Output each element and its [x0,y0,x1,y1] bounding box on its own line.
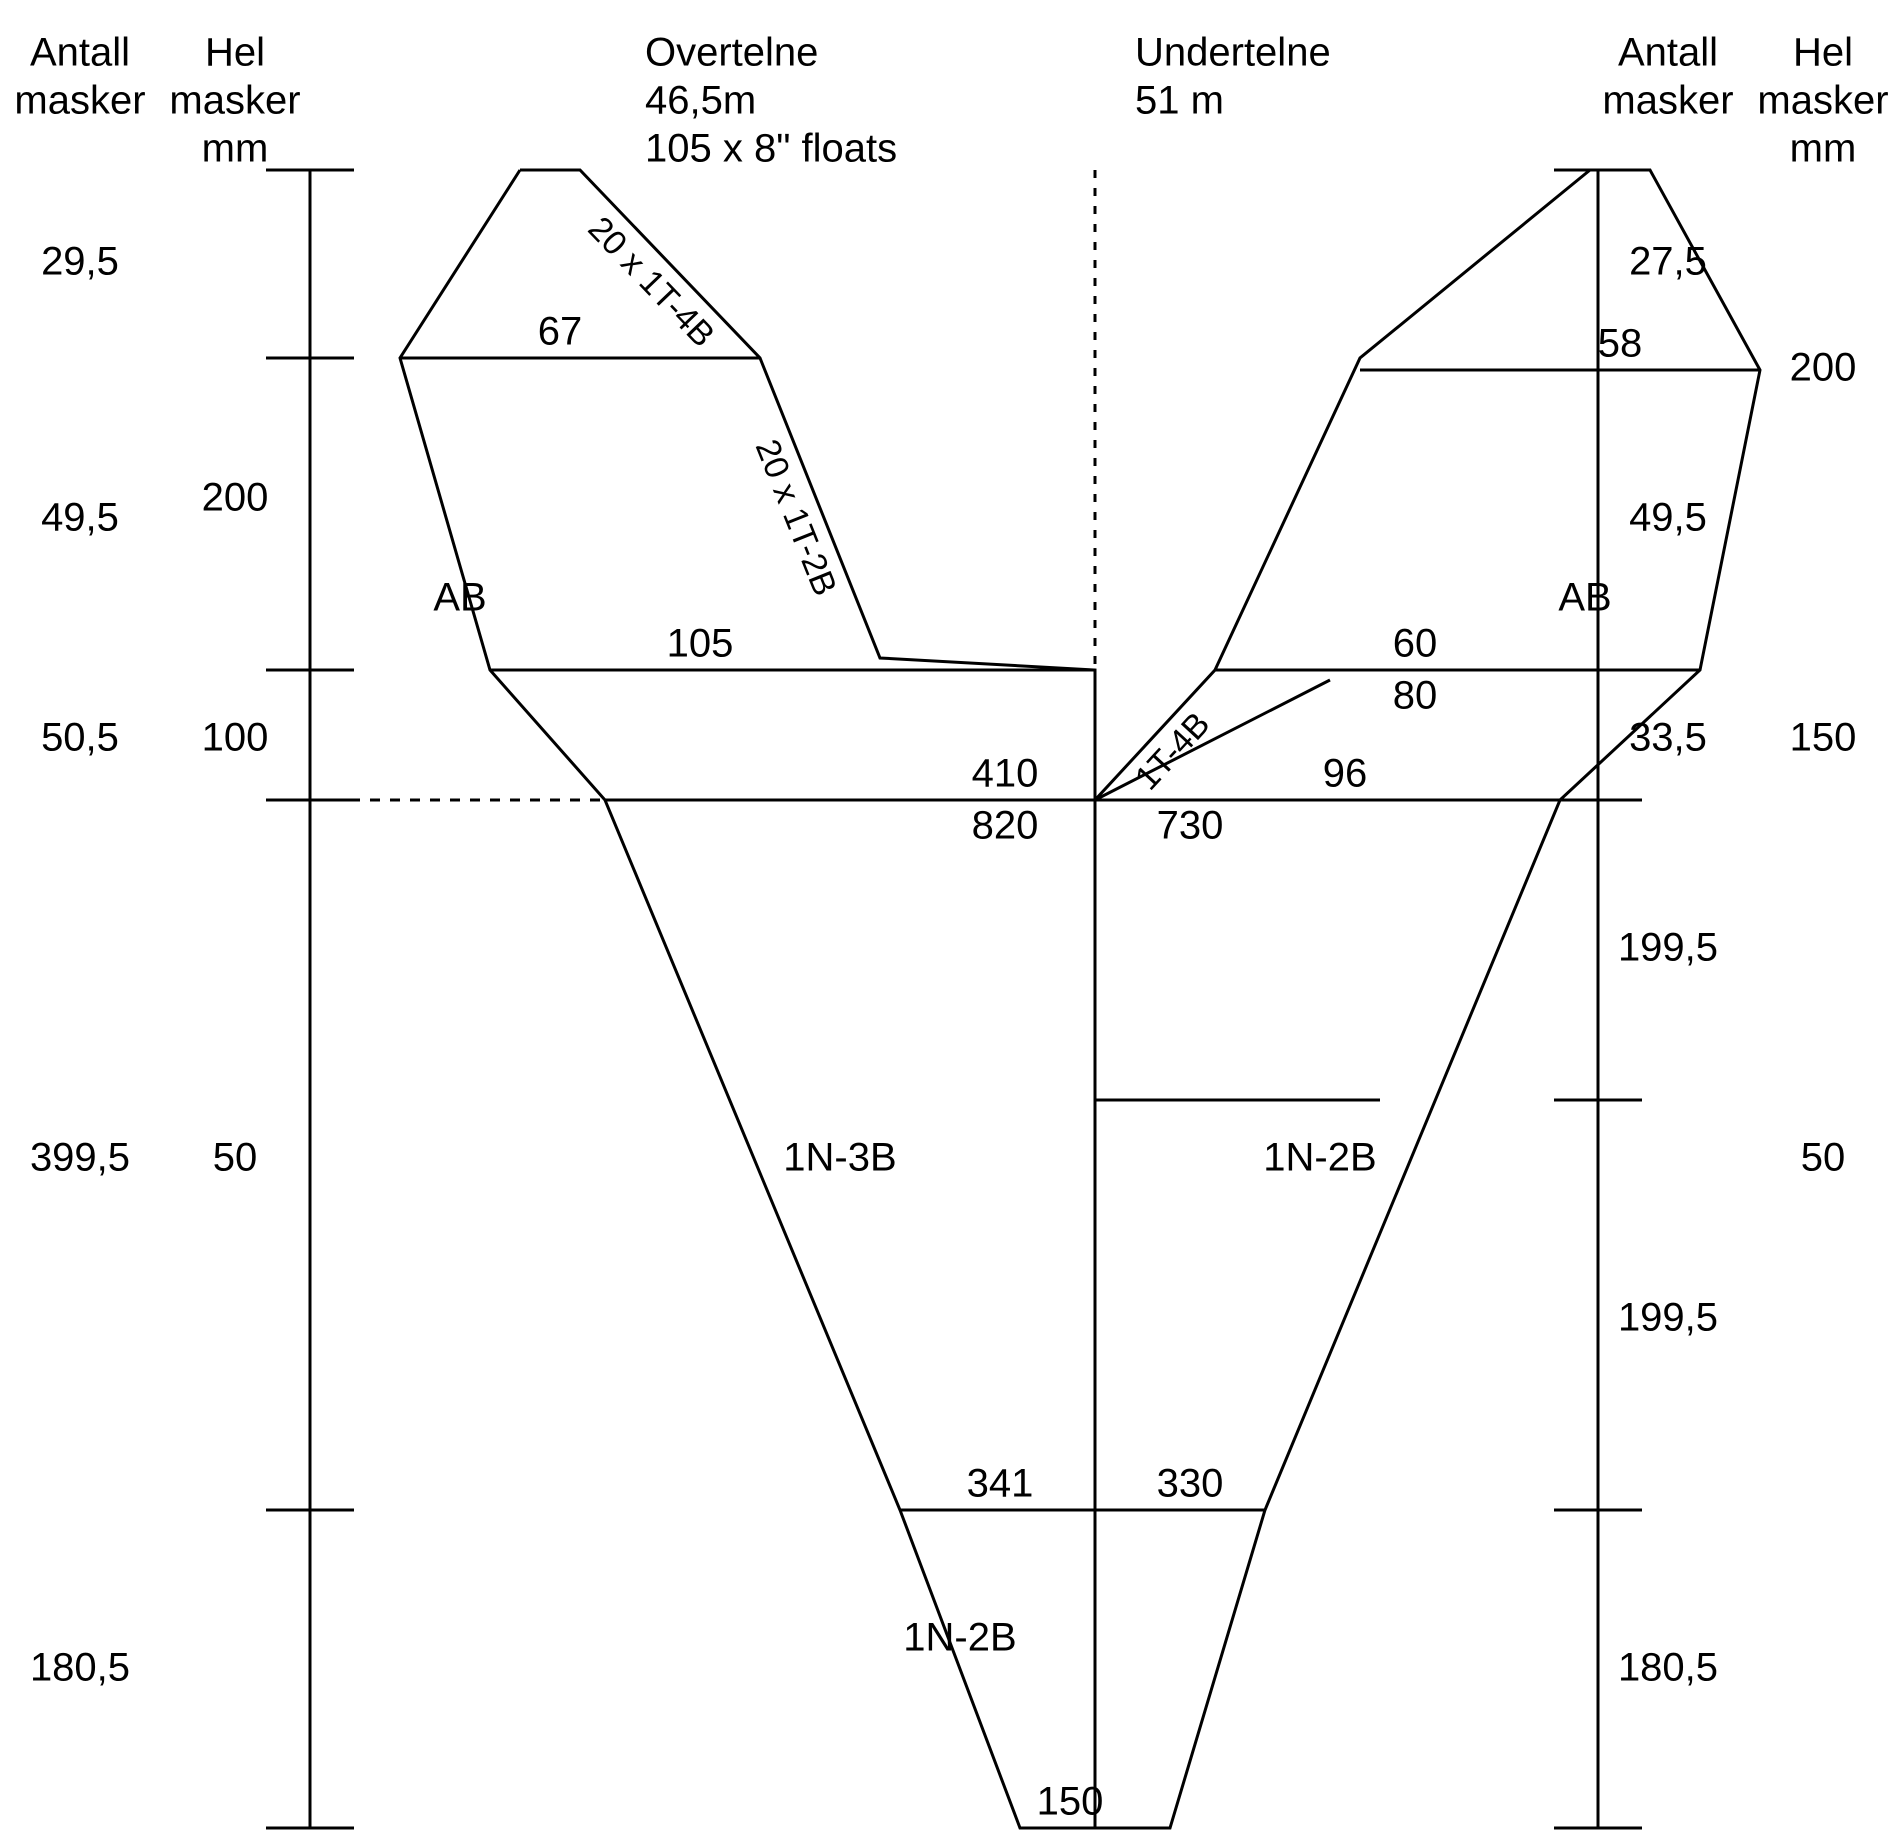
left-antall-value: 50,5 [41,716,119,760]
header-right-hel: masker [1757,79,1888,123]
mesh-width: 330 [1157,1462,1224,1506]
header-overtelne: Overtelne [645,31,818,75]
left-antall-value: 180,5 [30,1646,130,1690]
header-left-antall: Antall [30,31,130,75]
mesh-width: 58 [1598,322,1643,366]
mesh-width: 96 [1323,752,1368,796]
right-antall-value: 33,5 [1629,716,1707,760]
left-antall-value: 49,5 [41,496,119,540]
panel-code: AB [433,576,486,620]
mesh-width: 80 [1393,674,1438,718]
diag-label: 20 x 1T-2B [748,434,844,601]
right-antall-value: 180,5 [1618,1646,1718,1690]
panel-code: 1N-2B [903,1616,1016,1660]
right-antall-value: 49,5 [1629,496,1707,540]
header-right-hel: mm [1790,127,1857,171]
header-right-hel: Hel [1793,31,1853,75]
diag-label: 20 x 1T-4B [581,209,722,354]
left-hel-value: 200 [202,476,269,520]
header-right-antall: masker [1602,79,1733,123]
net-diagram: AntallmaskerHelmaskermmAntallmaskerHelma… [0,0,1890,1848]
right-antall-value: 199,5 [1618,926,1718,970]
right-antall-value: 27,5 [1629,240,1707,284]
header-undertelne: 51 m [1135,79,1224,123]
mesh-width: 150 [1037,1780,1104,1824]
right-hel-value: 150 [1790,716,1857,760]
header-overtelne: 105 x 8" floats [645,127,897,171]
right-hel-value: 200 [1790,346,1857,390]
right-hel-value: 50 [1801,1136,1846,1180]
left-hel-value: 100 [202,716,269,760]
header-left-antall: masker [14,79,145,123]
mesh-width: 820 [972,804,1039,848]
right-antall-value: 199,5 [1618,1296,1718,1340]
panel-code: AB [1558,576,1611,620]
panel-code: 1N-2B [1263,1136,1376,1180]
header-undertelne: Undertelne [1135,31,1331,75]
mesh-width: 67 [538,310,583,354]
mesh-width: 730 [1157,804,1224,848]
mesh-width: 410 [972,752,1039,796]
mesh-width: 60 [1393,622,1438,666]
header-right-antall: Antall [1618,31,1718,75]
mesh-width: 341 [967,1462,1034,1506]
left-hel-value: 50 [213,1136,258,1180]
header-overtelne: 46,5m [645,79,756,123]
left-antall-value: 29,5 [41,240,119,284]
header-left-hel: mm [202,127,269,171]
header-left-hel: Hel [205,31,265,75]
header-left-hel: masker [169,79,300,123]
panel-code: 1N-3B [783,1136,896,1180]
left-antall-value: 399,5 [30,1136,130,1180]
mesh-width: 105 [667,622,734,666]
